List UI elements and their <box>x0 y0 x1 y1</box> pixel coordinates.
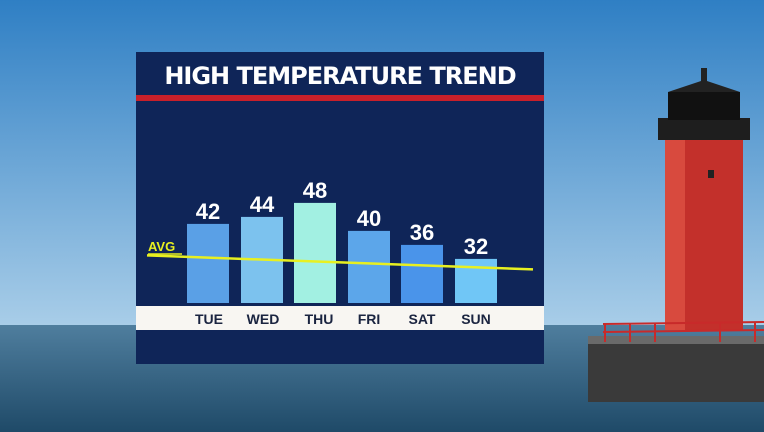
data-label: 44 <box>250 192 275 217</box>
day-label: THU <box>305 311 334 327</box>
data-label: 48 <box>303 178 327 203</box>
data-label: 40 <box>357 206 381 231</box>
bar-thu <box>294 202 336 303</box>
day-label: TUE <box>195 311 223 327</box>
average-line <box>146 254 534 271</box>
bar-sat <box>401 244 443 303</box>
day-label: SUN <box>461 311 491 327</box>
data-label: 42 <box>196 199 220 224</box>
day-label-strip <box>136 306 544 330</box>
bar-sun <box>455 258 497 303</box>
title-underline <box>136 95 544 101</box>
bar-fri <box>348 230 390 303</box>
data-label: 36 <box>410 220 434 245</box>
chart-title: HIGH TEMPERATURE TREND <box>164 62 516 90</box>
bar-tue <box>187 223 229 303</box>
day-label: SAT <box>409 311 436 327</box>
day-label: WED <box>247 311 280 327</box>
bar-chart: 42 TUE 44 WED 48 THU 40 FRI 36 SAT 32 SUN AVG <box>136 178 544 330</box>
average-label: AVG <box>148 239 175 254</box>
day-label: FRI <box>358 311 381 327</box>
lighthouse <box>588 68 764 402</box>
data-label: 32 <box>464 234 488 259</box>
chart-panel: HIGH TEMPERATURE TREND 42 TUE 44 WED 48 THU 40… <box>136 52 544 364</box>
